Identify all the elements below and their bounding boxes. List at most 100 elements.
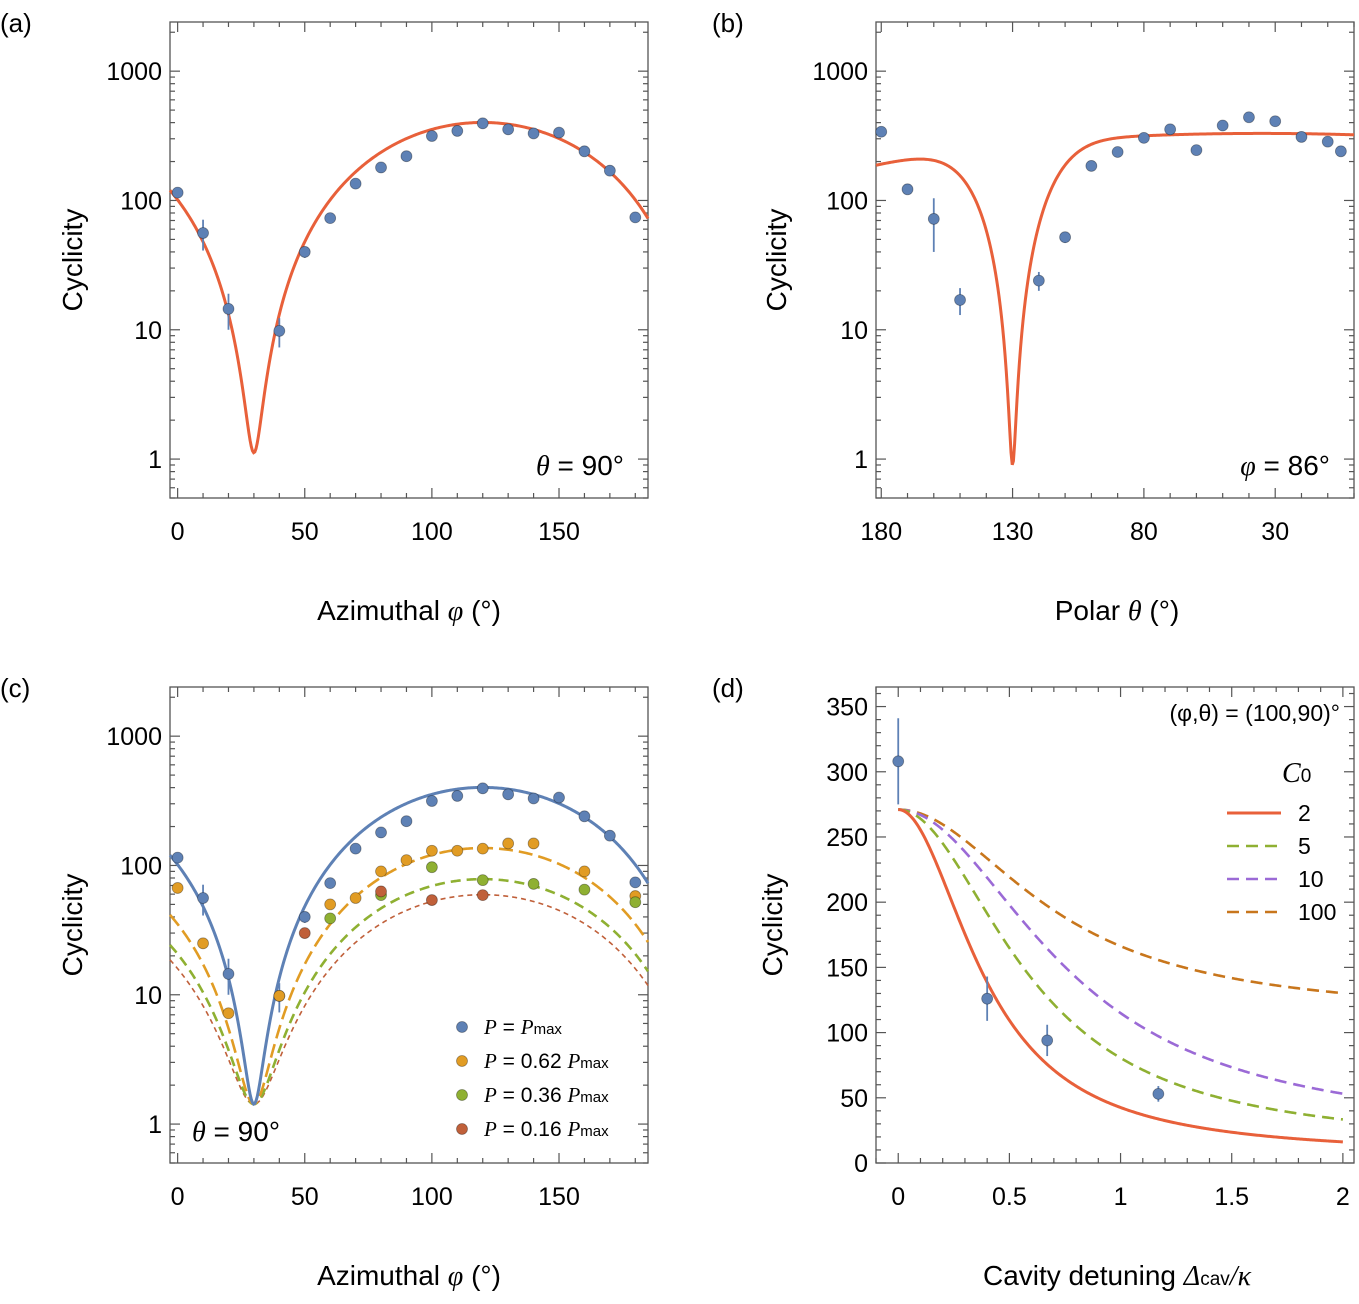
data-point [578, 145, 591, 158]
y-tick-label: 50 [840, 1085, 868, 1113]
series-green-point [578, 883, 591, 896]
data-point [901, 183, 914, 196]
x-tick-label: 50 [291, 1183, 319, 1211]
series-gold-point [171, 882, 184, 894]
series-blue-point [451, 790, 464, 802]
data-point [527, 127, 540, 140]
series-gold-point [273, 990, 286, 1002]
data-point [892, 755, 905, 768]
data-point [1269, 115, 1282, 128]
x-tick-label: 50 [291, 518, 319, 546]
panel-a-xlabel-text: Azimuthal [317, 595, 440, 626]
data-point [1041, 1034, 1054, 1047]
panel-c-ylabel: Cyclicity [57, 874, 88, 977]
y-tick-label: 100 [120, 187, 162, 215]
data-point [1190, 144, 1203, 157]
data-point [273, 325, 286, 337]
x-tick-label: 1.5 [1214, 1183, 1249, 1211]
panel-b-annotation-value: = 86° [1264, 450, 1330, 481]
data-point [425, 130, 438, 142]
x-tick-label: 1 [1114, 1183, 1128, 1211]
x-tick-label: 80 [1130, 518, 1158, 546]
legend-marker-gold [456, 1055, 468, 1067]
panel-d-frame [875, 686, 1355, 1164]
data-point [603, 164, 616, 177]
series-blue-point [502, 788, 515, 801]
y-tick-label: 300 [826, 759, 868, 787]
data-point [875, 125, 888, 138]
panel-c-xlabel: Azimuthal φ (°) [317, 1260, 501, 1292]
panel-b-xlabel-unit: (°) [1149, 595, 1179, 626]
panel-a-xlabel-unit: (°) [471, 595, 501, 626]
data-point [1295, 131, 1308, 143]
panel-a-label: (a) [0, 8, 32, 38]
legend-label-gold: P = 0.62 Pmax [483, 1049, 609, 1073]
series-blue-point [222, 968, 235, 980]
x-tick-label: 0.5 [992, 1183, 1027, 1211]
data-point [1152, 1087, 1165, 1100]
panel-a-annotation-symbol: θ [536, 451, 550, 482]
y-tick-label: 1000 [106, 723, 162, 751]
y-tick-label: 10 [134, 982, 162, 1010]
data-point [1059, 231, 1071, 244]
y-tick-label: 1 [854, 446, 868, 474]
fit-curve [875, 131, 1355, 466]
x-tick-label: 30 [1261, 518, 1289, 546]
data-point [298, 246, 311, 258]
panel-c: (c) 1 10 100 1000 0 50 100 150 P = Pmax P = 0.62… [0, 673, 650, 1292]
y-tick-label: 250 [826, 824, 868, 852]
y-tick-label: 200 [826, 889, 868, 917]
data-point [400, 150, 413, 163]
series-gold-point [502, 837, 515, 850]
series-green-point [527, 878, 540, 890]
data-point [629, 211, 642, 224]
panel-b-label: (b) [712, 8, 744, 38]
series-blue-point [298, 911, 311, 923]
data-point [981, 992, 994, 1005]
y-tick-label: 150 [826, 954, 868, 982]
x-tick-label: 0 [171, 1183, 185, 1211]
data-point [1164, 123, 1177, 136]
panel-d-xlabel-over: /κ [1228, 1261, 1252, 1292]
data-point [1334, 145, 1347, 158]
series-blue-point [171, 851, 184, 864]
series-blue-point [553, 791, 565, 804]
curve-c0-100 [898, 808, 1344, 995]
legend-label-10: 10 [1298, 866, 1324, 892]
series-brown-point [425, 894, 438, 906]
series-blue-point [197, 892, 209, 904]
panel-a: (a) 1 10 100 1000 0 50 100 150 Cyclicity Azimut… [0, 8, 650, 627]
legend-label-2: 2 [1298, 800, 1311, 826]
series-blue-point [603, 829, 616, 842]
panel-a-ticks: 1 10 100 1000 0 50 100 150 [106, 22, 648, 546]
curve-c0-5 [898, 808, 1344, 1121]
y-tick-label: 100 [826, 187, 868, 215]
y-tick-label: 0 [854, 1150, 868, 1178]
x-tick-label: 100 [411, 1183, 453, 1211]
legend-label-5: 5 [1298, 833, 1311, 859]
y-tick-label: 100 [826, 1020, 868, 1048]
series-gold-point [425, 844, 438, 857]
panel-c-annotation-symbol: θ [192, 1117, 206, 1148]
data-point [324, 212, 337, 225]
data-point [1111, 146, 1124, 158]
data-point [1216, 119, 1229, 132]
series-green-point [476, 874, 489, 887]
panel-d-annotation: (φ,θ) = (100,90)° [1170, 700, 1341, 726]
series-blue-point [476, 782, 489, 795]
legend-label-brown: P = 0.16 Pmax [483, 1117, 609, 1141]
y-tick-label: 1000 [812, 58, 868, 86]
panel-c-xlabel-text: Azimuthal [317, 1260, 440, 1291]
panel-b-points [875, 111, 1347, 316]
series-gold-point [349, 892, 362, 904]
series-brown-point [476, 889, 489, 901]
panel-d-label: (d) [712, 673, 744, 703]
series-blue-point [375, 826, 387, 839]
series-blue-point [400, 815, 413, 828]
panel-c-annotation-value: = 90° [214, 1116, 280, 1147]
panel-b-annotation: φ = 86° [1240, 450, 1330, 482]
data-point [171, 186, 184, 199]
data-point [927, 213, 940, 225]
series-brown-point [298, 927, 311, 939]
legend-label-blue: P = Pmax [483, 1015, 562, 1039]
